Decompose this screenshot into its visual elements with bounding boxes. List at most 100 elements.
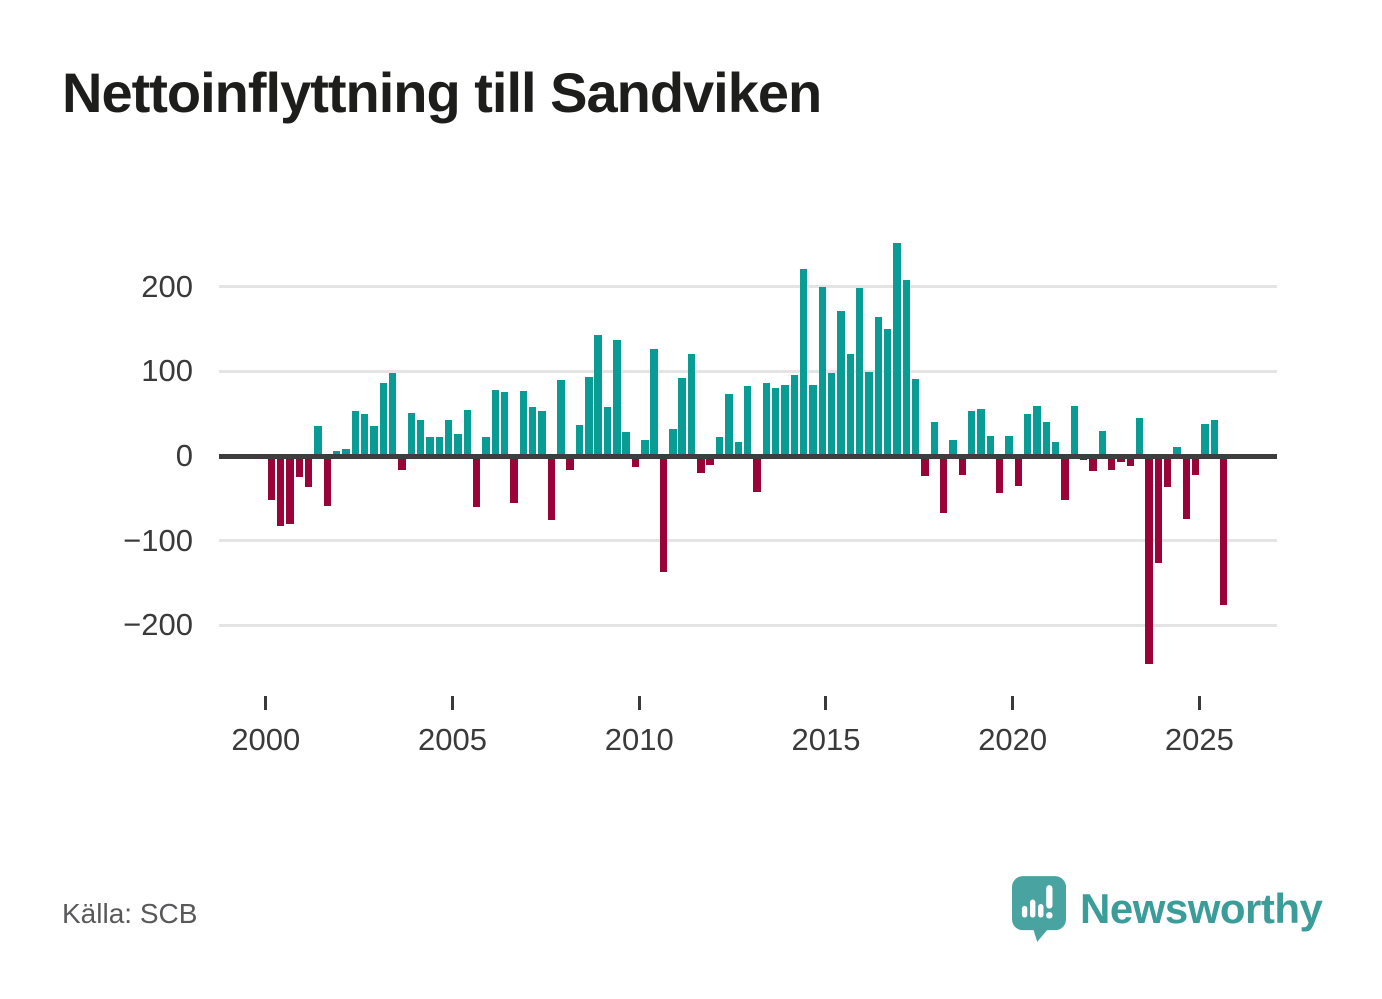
- bar-2015Q4: [855, 288, 864, 456]
- y-axis-label: −200: [123, 607, 193, 643]
- bar-2001Q2: [314, 426, 322, 456]
- chart-title: Nettoinflyttning till Sandviken: [62, 61, 822, 124]
- bar-2002Q3: [361, 414, 369, 456]
- y-axis-label: 0: [175, 438, 193, 473]
- bar-2006Q1: [491, 389, 500, 456]
- bar-2004Q1: [417, 419, 425, 456]
- bar-2021Q3: [1070, 406, 1078, 456]
- bar-2013Q2: [762, 383, 770, 456]
- bar-2014Q2: [799, 268, 808, 456]
- bar-2003Q3: [398, 456, 406, 471]
- bar-2005Q3: [473, 456, 481, 507]
- bar-2000Q1: [267, 456, 276, 501]
- bar-2010Q2: [650, 349, 658, 456]
- bar-2017Q1: [902, 279, 910, 456]
- bar-2012Q3: [734, 442, 742, 456]
- newsworthy-wordmark: Newsworthy: [1080, 885, 1323, 932]
- bar-2016Q1: [865, 372, 873, 456]
- bar-2023Q3: [1145, 456, 1153, 664]
- bar-2005Q2: [463, 410, 472, 456]
- bar-2020Q3: [1033, 406, 1041, 456]
- bar-2003Q1: [379, 383, 388, 456]
- bar-2023Q4: [1154, 456, 1162, 563]
- bar-2025Q1: [1201, 423, 1209, 456]
- bar-2024Q3: [1182, 456, 1191, 519]
- bar-2018Q1: [939, 456, 948, 513]
- bar-2022Q1: [1089, 456, 1097, 472]
- bar-2003Q4: [407, 412, 416, 456]
- bar-2020Q4: [1042, 422, 1050, 456]
- bar-2023Q1: [1126, 456, 1134, 467]
- gridline-100: [219, 369, 1277, 373]
- bar-2017Q3: [921, 456, 929, 477]
- bar-2020Q2: [1023, 414, 1032, 456]
- bar-2022Q4: [1117, 456, 1125, 462]
- bar-2014Q1: [790, 374, 798, 456]
- y-axis-label: −100: [123, 522, 193, 558]
- bar-2017Q2: [911, 378, 920, 456]
- bar-2004Q4: [445, 419, 453, 456]
- x-axis-tick-2010: [637, 696, 641, 710]
- bar-2025Q2: [1210, 420, 1219, 456]
- bar-2008Q3: [585, 377, 593, 456]
- bar-2022Q3: [1107, 456, 1116, 470]
- newsworthy-logo-icon: [1012, 876, 1066, 942]
- bar-2006Q3: [510, 456, 518, 503]
- x-axis-label-2025: 2025: [1164, 722, 1234, 757]
- x-axis-label-2015: 2015: [791, 722, 861, 757]
- bar-2001Q4: [333, 450, 341, 456]
- bar-2018Q3: [958, 456, 966, 475]
- x-axis-zero-line: [219, 453, 1277, 459]
- newsworthy-logo: Newsworthy: [1012, 876, 1323, 942]
- bar-2000Q2: [277, 456, 285, 527]
- bar-2016Q4: [893, 242, 901, 456]
- bar-2000Q4: [295, 456, 304, 478]
- bar-2004Q2: [426, 436, 434, 456]
- bar-2009Q1: [603, 406, 612, 456]
- bar-2002Q4: [370, 426, 378, 456]
- bar-2004Q3: [435, 437, 444, 456]
- bar-2007Q4: [557, 379, 565, 456]
- bar-2006Q4: [519, 390, 528, 456]
- bar-2011Q2: [687, 353, 696, 456]
- y-axis-label: 200: [141, 268, 193, 304]
- bar-2023Q2: [1135, 417, 1144, 456]
- bar-2024Q1: [1163, 456, 1172, 488]
- bar-2011Q4: [706, 456, 714, 466]
- bar-2011Q3: [697, 456, 705, 473]
- bar-2002Q2: [351, 411, 360, 456]
- bar-2008Q4: [594, 334, 602, 456]
- bar-2008Q1: [566, 456, 574, 471]
- bar-2007Q1: [529, 406, 537, 456]
- bar-2009Q2: [613, 339, 621, 456]
- bar-2015Q3: [846, 353, 854, 456]
- bar-2010Q3: [659, 456, 668, 573]
- bar-2014Q4: [818, 287, 826, 456]
- bar-2014Q3: [809, 384, 817, 456]
- x-axis-label-2000: 2000: [231, 722, 301, 757]
- bar-2019Q2: [986, 435, 994, 456]
- x-axis-tick-2020: [1011, 696, 1015, 710]
- bar-2007Q3: [547, 456, 556, 520]
- bar-2022Q2: [1098, 431, 1106, 456]
- bar-2013Q4: [781, 384, 789, 456]
- bar-2001Q3: [323, 456, 332, 506]
- bar-2019Q4: [1005, 435, 1013, 456]
- bar-2012Q4: [743, 385, 752, 456]
- x-axis-label-2020: 2020: [978, 722, 1048, 757]
- bar-2020Q1: [1014, 456, 1022, 486]
- gridline-−100: [219, 539, 1277, 543]
- bar-2021Q2: [1061, 456, 1069, 501]
- bar-2001Q1: [305, 456, 313, 488]
- bar-2010Q1: [641, 439, 649, 456]
- bar-2008Q2: [575, 424, 584, 456]
- bar-2010Q4: [669, 428, 677, 456]
- bar-2015Q1: [827, 372, 836, 456]
- bar-2011Q1: [678, 378, 686, 456]
- x-axis-tick-2025: [1197, 696, 1201, 710]
- bar-2025Q3: [1219, 456, 1228, 606]
- bar-2018Q4: [967, 411, 976, 456]
- bar-2024Q2: [1173, 446, 1181, 456]
